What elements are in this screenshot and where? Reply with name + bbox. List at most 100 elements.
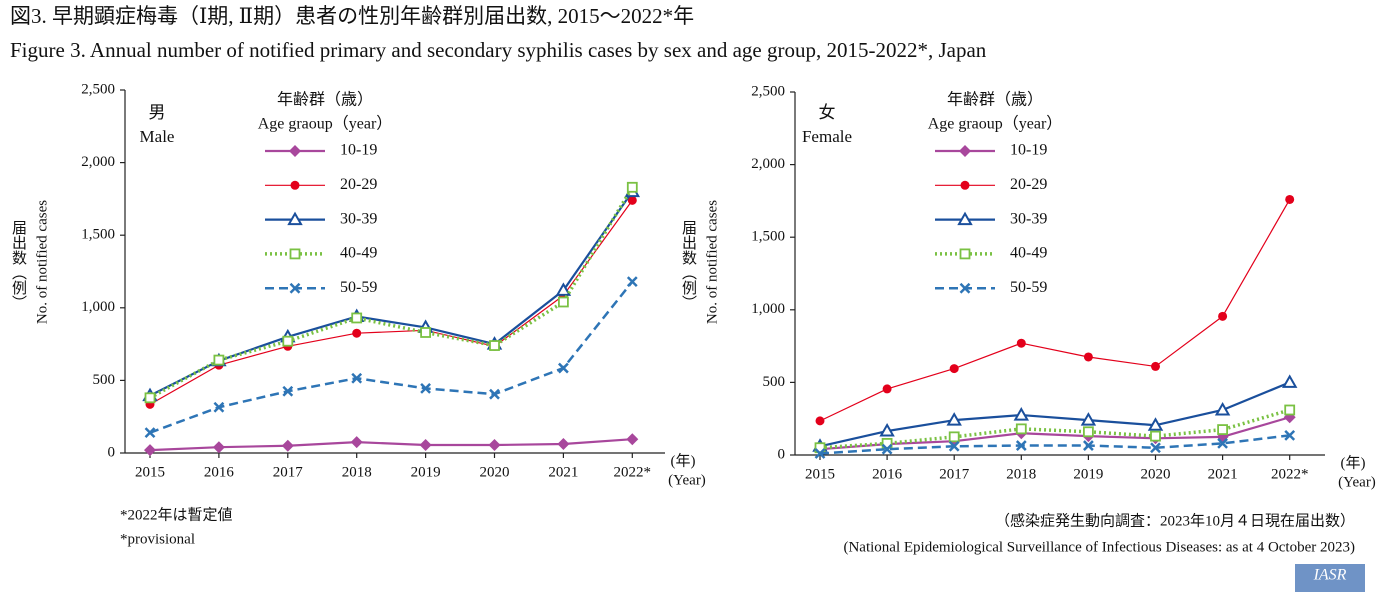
x-tick-label: 2020: [1141, 466, 1171, 482]
panel-label-en: Female: [802, 127, 852, 146]
y-tick-label: 1,500: [81, 227, 115, 243]
data-point: [948, 431, 960, 443]
series-line: [819, 381, 1291, 448]
data-point: [212, 441, 225, 454]
data-point: [1151, 361, 1160, 371]
legend-label: 40-49: [1010, 245, 1047, 262]
data-point: [282, 385, 294, 397]
y-axis-label: No. of notified cases: [704, 200, 720, 324]
x-tick-label: 2016: [204, 464, 235, 480]
figure-title: 図3. 早期顕症梅毒（Ⅰ期, Ⅱ期）患者の性別年齢群別届出数, 2015〜202…: [10, 4, 694, 28]
x-tick-label: 2021: [1208, 466, 1238, 482]
legend-marker: [287, 211, 303, 226]
y-tick-label: 2,000: [81, 154, 115, 170]
legend-label: 30-39: [340, 210, 377, 227]
legend-marker: [960, 180, 970, 190]
x-axis-label-en: (Year): [668, 472, 706, 488]
x-tick-label: 2019: [411, 464, 441, 480]
data-point: [420, 383, 431, 394]
legend-label: 10-19: [340, 142, 377, 159]
legend-title: 年齢群（歳）: [277, 91, 373, 109]
x-tick-label: 2021: [548, 464, 578, 480]
data-point: [1150, 430, 1161, 442]
data-point: [420, 327, 432, 338]
data-point: [213, 354, 225, 366]
x-tick-label: 2022*: [1271, 466, 1309, 482]
data-point: [213, 401, 225, 413]
x-tick-label: 2018: [342, 464, 372, 480]
x-tick-label: 2017: [939, 466, 970, 482]
data-point: [1150, 442, 1161, 454]
data-point: [281, 439, 294, 452]
data-point: [489, 388, 500, 400]
data-point: [948, 440, 960, 452]
panel-label: 男: [149, 103, 166, 122]
legend-marker: [289, 145, 301, 157]
panel-label: 女: [819, 103, 836, 122]
data-point: [1218, 311, 1228, 321]
data-point: [1083, 440, 1094, 451]
data-point: [1217, 438, 1228, 449]
y-tick-label: 500: [763, 374, 786, 390]
x-tick-label: 2017: [273, 464, 304, 480]
legend-label: 20-29: [340, 176, 377, 193]
x-axis-label-en: (Year): [1338, 474, 1376, 490]
data-point: [1284, 404, 1296, 416]
series-line: [149, 186, 634, 400]
data-point: [1015, 423, 1027, 435]
data-point: [1284, 430, 1296, 441]
series-line: [819, 199, 1291, 422]
x-axis-label: (年): [671, 452, 696, 469]
data-point: [558, 362, 569, 374]
data-point: [627, 195, 637, 205]
legend-marker: [959, 282, 971, 294]
figure-title-en: Figure 3. Annual number of notified prim…: [10, 38, 987, 62]
x-tick-label: 2020: [480, 464, 510, 480]
legend-marker: [957, 211, 973, 226]
panel-label-en: Male: [140, 127, 175, 146]
data-point: [879, 423, 895, 437]
y-tick-label: 2,500: [751, 83, 785, 99]
data-point: [1016, 338, 1026, 348]
data-point: [488, 439, 501, 452]
y-axis-label: No. of notified cases: [34, 200, 50, 324]
y-tick-label: 0: [108, 444, 116, 460]
data-point: [1015, 440, 1027, 451]
series-line: [819, 434, 1290, 455]
data-point: [144, 427, 156, 439]
data-point: [814, 448, 826, 459]
logo-box: [1295, 564, 1365, 592]
y-tick-label: 1,500: [751, 229, 785, 245]
y-tick-label: 2,000: [751, 156, 785, 172]
note: *2022年は暫定値: [120, 506, 233, 523]
series-line: [149, 199, 633, 405]
legend-marker: [289, 282, 301, 294]
legend-label: 40-49: [340, 245, 377, 262]
data-point: [351, 312, 363, 324]
data-point: [352, 328, 362, 338]
x-axis-label: (年): [1341, 454, 1366, 471]
x-tick-label: 2018: [1006, 466, 1036, 482]
data-point: [489, 340, 500, 351]
legend-title: 年齢群（歳）: [947, 91, 1043, 109]
data-point: [557, 437, 570, 450]
y-axis-label-ja: 届出数（例）: [680, 220, 697, 310]
x-tick-label: 2016: [872, 466, 903, 482]
data-point: [626, 181, 638, 193]
data-point: [1013, 407, 1030, 421]
data-point: [1083, 426, 1094, 438]
data-point: [558, 296, 569, 308]
data-point: [1214, 401, 1231, 416]
data-point: [282, 335, 294, 347]
source-en: (National Epidemiological Surveillance o…: [843, 539, 1355, 555]
legend-title-en: Age graoup（year）: [928, 115, 1063, 133]
legend-label: 20-29: [1010, 176, 1047, 193]
data-point: [626, 433, 639, 446]
data-point: [144, 392, 156, 404]
data-point: [351, 372, 363, 384]
data-point: [419, 439, 432, 452]
x-tick-label: 2015: [135, 464, 165, 480]
data-point: [946, 412, 962, 426]
source: （感染症発生動向調査：2023年10月４日現在届出数）: [995, 512, 1355, 529]
